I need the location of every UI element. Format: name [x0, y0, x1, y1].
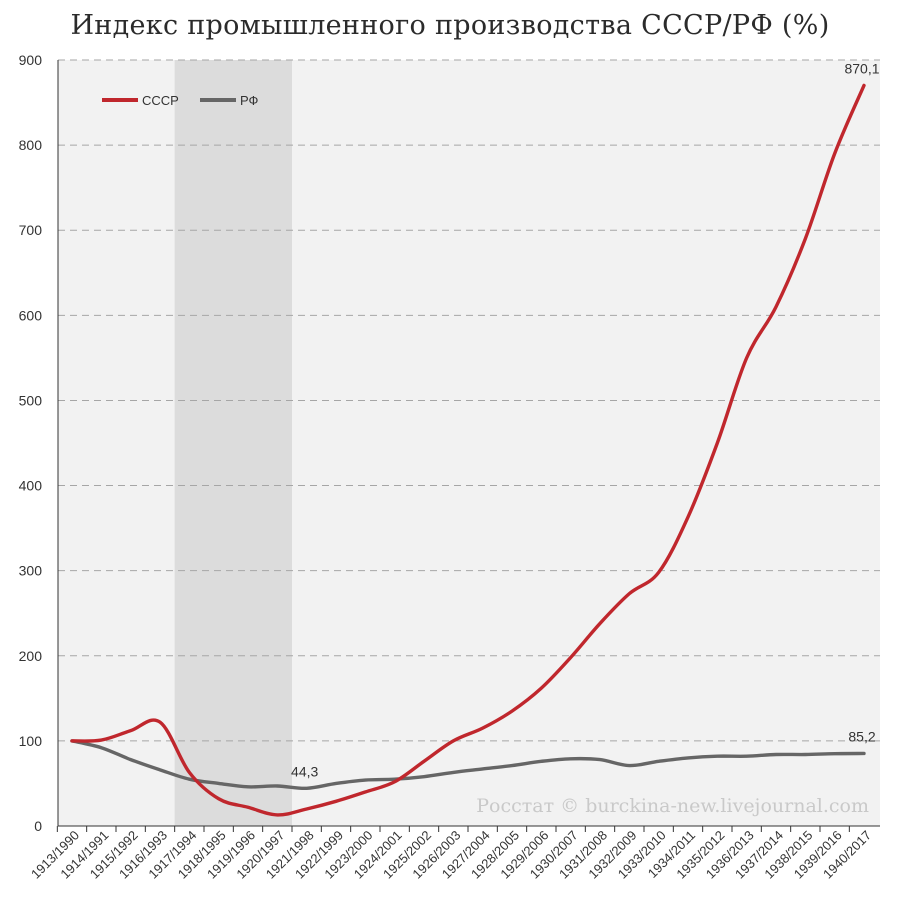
legend-label: РФ: [240, 93, 259, 108]
series-line-rf: [70, 739, 866, 791]
y-tick-label: 100: [19, 733, 43, 749]
y-tick-label: 600: [19, 307, 43, 323]
watermark-text: Росстат © burckina-new.livejournal.com: [476, 795, 869, 817]
data-label: 44,3: [291, 763, 318, 779]
y-tick-label: 700: [19, 222, 43, 238]
y-tick-label: 800: [19, 137, 43, 153]
y-tick-label: 900: [19, 52, 43, 68]
y-tick-label: 400: [19, 478, 43, 494]
data-label: 870,1: [844, 60, 879, 76]
y-tick-label: 300: [19, 563, 43, 579]
chart-title: Индекс промышленного производства СССР/Р…: [70, 10, 830, 41]
y-tick-label: 0: [34, 818, 42, 834]
y-tick-label: 200: [19, 648, 43, 664]
y-tick-label: 500: [19, 392, 43, 408]
data-label: 85,2: [848, 728, 875, 744]
shaded-period: [174, 60, 292, 826]
legend-label: СССР: [142, 93, 179, 108]
series-line-ussr: [70, 83, 866, 817]
